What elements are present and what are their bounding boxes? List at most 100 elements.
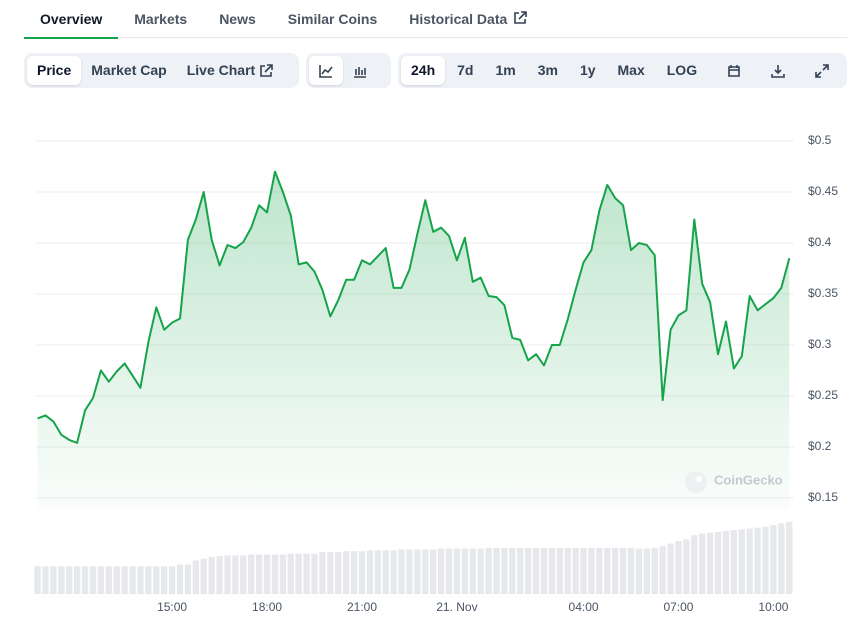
- metric-button[interactable]: Market Cap: [91, 62, 167, 78]
- volume-bar: [192, 560, 199, 594]
- volume-bar: [327, 552, 334, 594]
- volume-bar: [706, 532, 714, 594]
- price-area: [37, 171, 790, 509]
- y-tick-label: $0.35: [808, 286, 838, 300]
- volume-bar: [97, 566, 105, 594]
- volume-bar: [422, 549, 429, 594]
- x-tick-label: 10:00: [758, 600, 788, 614]
- volume-bar: [619, 547, 627, 594]
- volume-bar: [358, 551, 366, 594]
- volume-bar: [612, 547, 619, 594]
- button-label[interactable]: Live Chart: [186, 62, 256, 78]
- volume-bar: [580, 547, 587, 594]
- volume-bar: [548, 547, 556, 594]
- volume-bar: [113, 566, 120, 594]
- volume-bar: [66, 566, 73, 594]
- range-group: 24h 7d 1m 3m 1y Max LOG: [398, 53, 847, 88]
- volume-bar: [390, 550, 397, 594]
- volume-bar: [453, 548, 461, 594]
- tab-label[interactable]: Historical Data: [409, 11, 508, 27]
- volume-bar: [145, 566, 152, 594]
- range-button[interactable]: 24h: [401, 56, 446, 85]
- volume-bar: [604, 547, 611, 594]
- fullscreen-button[interactable]: [805, 56, 839, 85]
- volume-bar: [121, 566, 128, 594]
- volume-bar: [532, 547, 540, 594]
- external-icon: [260, 63, 273, 77]
- tab[interactable]: Markets: [134, 11, 188, 27]
- candle-chart-button[interactable]: [343, 56, 377, 85]
- line-icon: [319, 64, 333, 78]
- volume-bar: [469, 548, 476, 594]
- volume-bar: [754, 527, 761, 594]
- price-line: [37, 170, 791, 444]
- tab[interactable]: Similar Coins: [287, 11, 378, 27]
- volume-bar: [445, 548, 453, 594]
- volume-bar: [398, 549, 405, 594]
- calendar-button[interactable]: [717, 56, 751, 85]
- volume-bar: [161, 566, 168, 594]
- volume-bar: [596, 547, 603, 594]
- volume-bar: [81, 566, 89, 594]
- volume-bar: [722, 531, 730, 594]
- volume-bar: [509, 547, 516, 594]
- volume-bar: [248, 554, 255, 594]
- volume-bar: [176, 564, 184, 594]
- volume-bar: [430, 549, 437, 594]
- download-icon: [771, 64, 785, 78]
- volume-bar: [406, 549, 413, 594]
- range-button[interactable]: 1y: [579, 62, 596, 78]
- volume-bar: [714, 531, 722, 594]
- volume-bar: [762, 526, 769, 594]
- volume-bar: [770, 525, 777, 594]
- metric-button[interactable]: Price: [27, 56, 82, 85]
- volume-bar: [216, 556, 223, 594]
- volume-bar: [730, 530, 738, 594]
- x-tick-label: 21:00: [347, 600, 377, 614]
- tab[interactable]: News: [219, 11, 256, 27]
- volume-bar: [240, 555, 247, 594]
- tab[interactable]: Overview: [24, 0, 119, 39]
- y-tick-label: $0.4: [808, 235, 832, 249]
- y-tick-label: $0.3: [808, 337, 832, 351]
- candle-icon: [354, 66, 366, 78]
- volume-bar: [517, 547, 524, 594]
- volume-bar: [224, 555, 231, 594]
- volume-bar: [556, 547, 563, 594]
- metric-button[interactable]: Live Chart: [177, 56, 283, 85]
- volume-bar: [691, 535, 698, 594]
- volume-bar: [200, 558, 207, 594]
- x-tick-label: 04:00: [569, 600, 599, 614]
- volume-bar: [366, 550, 374, 594]
- volume-bar: [374, 550, 381, 594]
- x-tick-label: 18:00: [252, 600, 282, 614]
- range-button[interactable]: Max: [617, 62, 645, 78]
- volume-bar: [319, 552, 326, 594]
- range-button[interactable]: 3m: [537, 62, 558, 78]
- volume-bar: [485, 547, 492, 594]
- volume-bar: [311, 553, 318, 594]
- volume-bar: [501, 547, 508, 594]
- expand-icon: [815, 63, 829, 78]
- range-button[interactable]: LOG: [666, 62, 698, 78]
- line-chart-button[interactable]: [309, 56, 343, 85]
- volume-bar: [263, 554, 271, 594]
- tab[interactable]: Historical Data: [393, 0, 543, 37]
- download-button[interactable]: [761, 56, 795, 85]
- volume-bar: [675, 541, 682, 594]
- x-tick-label: 21. Nov: [436, 600, 477, 614]
- watermark: CoinGecko: [685, 471, 783, 493]
- volume-bar: [746, 528, 753, 594]
- volume-bar: [786, 521, 793, 594]
- volume-bar: [699, 533, 706, 594]
- volume-bar: [73, 566, 81, 594]
- y-tick-label: $0.2: [808, 439, 832, 453]
- volume-bar: [89, 566, 97, 594]
- tab-bar: Overview Markets News Similar Coins Hist…: [24, 0, 847, 39]
- range-button[interactable]: 1m: [495, 62, 516, 78]
- volume-bar: [50, 566, 57, 594]
- volume-bar: [683, 539, 690, 594]
- range-button[interactable]: 7d: [457, 62, 474, 78]
- volume-bar: [588, 547, 595, 594]
